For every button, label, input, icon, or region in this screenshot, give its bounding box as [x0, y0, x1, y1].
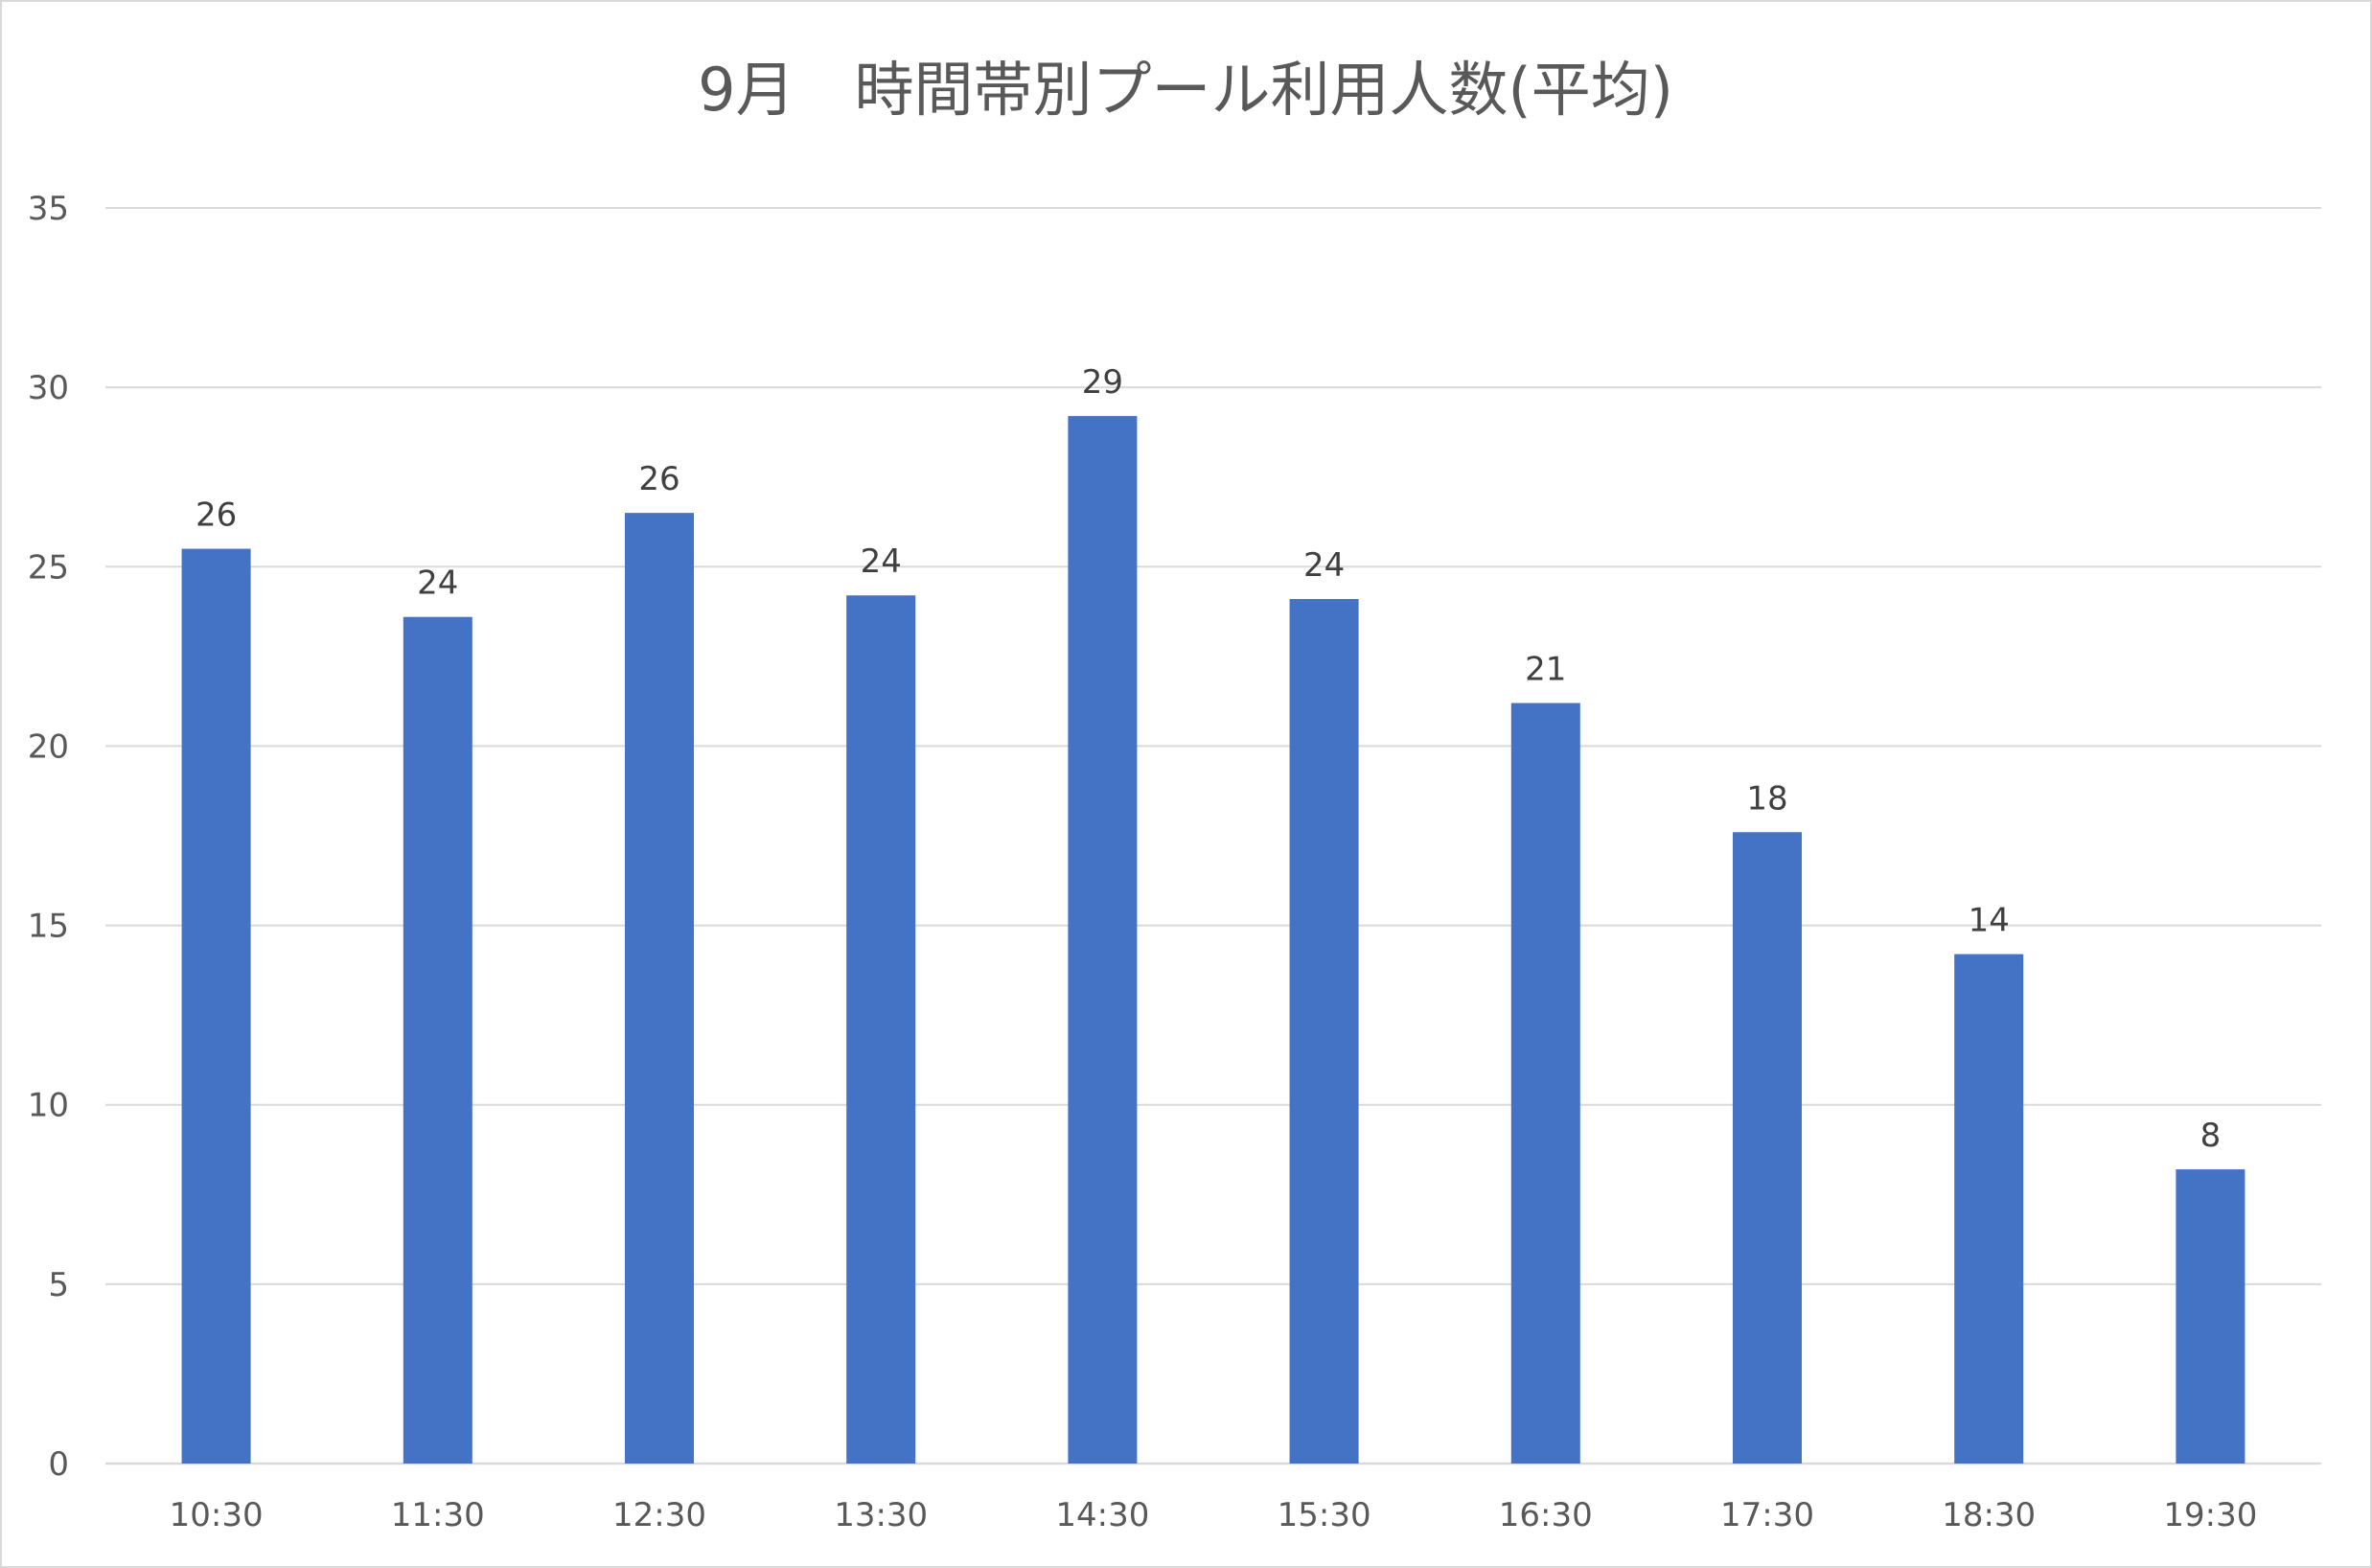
- x-tick-label: 13:30: [834, 1496, 928, 1534]
- data-labels: 26 24 26 24 29 24 21 18 14 8: [196, 363, 2221, 1155]
- data-label: 21: [1525, 651, 1566, 689]
- x-tick-label: 17:30: [1720, 1496, 1814, 1534]
- y-tick-label: 35: [28, 190, 69, 228]
- y-tick-label: 10: [28, 1087, 69, 1125]
- data-label: 24: [1303, 546, 1345, 585]
- bar: [846, 595, 916, 1464]
- data-label: 24: [417, 565, 458, 603]
- gridlines: [105, 207, 2321, 1465]
- data-label: 26: [196, 496, 237, 535]
- x-tick-label: 16:30: [1499, 1496, 1593, 1534]
- data-label: 26: [638, 460, 679, 498]
- bars: [181, 416, 2245, 1464]
- bar: [625, 513, 694, 1464]
- x-tick-label: 10:30: [170, 1496, 264, 1534]
- bar: [1289, 598, 1359, 1464]
- y-axis-ticks: 0 5 10 15 20 25 30 35: [28, 190, 69, 1484]
- x-tick-label: 12:30: [612, 1496, 706, 1534]
- bar: [181, 548, 251, 1464]
- bar: [2176, 1169, 2245, 1464]
- y-tick-label: 0: [48, 1445, 69, 1484]
- bar: [1068, 416, 1138, 1464]
- x-tick-label: 18:30: [1942, 1496, 2036, 1534]
- data-label: 29: [1082, 363, 1123, 402]
- x-axis-ticks: 10:30 11:30 12:30 13:30 14:30 15:30 16:30 17:30…: [170, 1496, 2258, 1534]
- x-tick-label: 15:30: [1278, 1496, 1371, 1534]
- bar: [1733, 832, 1802, 1464]
- x-tick-label: 14:30: [1055, 1496, 1149, 1534]
- data-label: 24: [861, 542, 902, 581]
- x-tick-label: 19:30: [2163, 1496, 2257, 1534]
- bar: [1954, 954, 2024, 1464]
- data-label: 8: [2200, 1117, 2222, 1155]
- y-tick-label: 25: [28, 548, 69, 587]
- data-label: 14: [1969, 902, 2010, 940]
- y-tick-label: 30: [28, 369, 69, 407]
- data-label: 18: [1746, 779, 1787, 818]
- y-tick-label: 20: [28, 727, 69, 766]
- x-tick-label: 11:30: [391, 1496, 485, 1534]
- y-tick-label: 5: [48, 1266, 69, 1304]
- chart-title: 9月 時間帯別プール利用人数(平均): [698, 55, 1673, 125]
- y-tick-label: 15: [28, 908, 69, 946]
- bar: [1510, 703, 1580, 1464]
- bar: [403, 616, 472, 1464]
